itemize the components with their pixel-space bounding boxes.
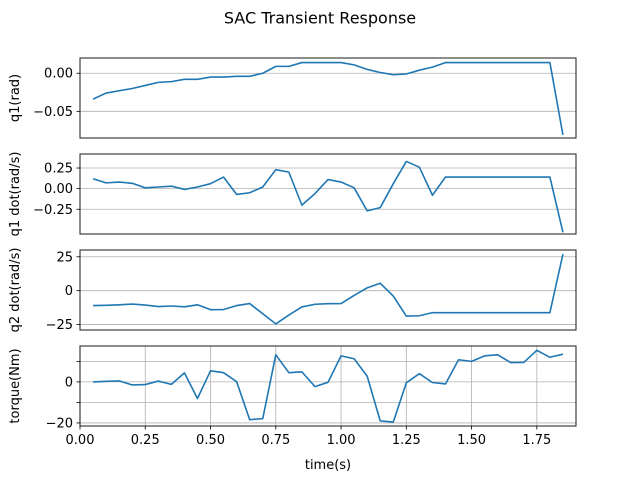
x-tick-label: 1.25 xyxy=(392,433,421,448)
y-tick-label: 0.00 xyxy=(44,67,73,82)
series-line-3 xyxy=(93,253,564,325)
y-tick-label: 0.25 xyxy=(44,162,73,177)
axes-frame xyxy=(79,57,577,139)
subplot-panels: 0.00 −0.05 q1(rad) 0.25 0.00 −0.25 q1 dot(rad/… xyxy=(8,57,577,448)
series-line-4 xyxy=(93,349,564,423)
subplot-2: 0.25 0.00 −0.25 q1 dot(rad/s) xyxy=(8,152,577,237)
y-tick-label: −20 xyxy=(46,416,73,431)
y-tick-label: 0 xyxy=(65,375,73,390)
y-tick-label: 0 xyxy=(65,284,73,299)
y-axis-label-1: q1(rad) xyxy=(8,74,23,122)
x-axis-label: time(s) xyxy=(305,458,351,473)
axes-frame xyxy=(79,153,577,235)
axes-frame xyxy=(79,249,577,331)
y-tick-label: −0.25 xyxy=(33,203,73,218)
x-tick-label: 0.25 xyxy=(131,433,160,448)
y-axis-label-4: torque(Nm) xyxy=(8,348,23,423)
series-line-2 xyxy=(92,160,564,233)
y-tick-label: 25 xyxy=(56,250,73,265)
subplot-4: 0 −20 0.00 0.25 0.50 0.75 1.00 1.25 1.50 1.75 torq… xyxy=(8,345,577,448)
subplot-3: 25 0 −25 q2 dot(rad/s) xyxy=(8,248,577,333)
axes-frame xyxy=(79,345,577,427)
y-tick-label: 0.00 xyxy=(44,182,73,197)
x-tick-label: 1.50 xyxy=(457,433,486,448)
y-axis-label-3: q2 dot(rad/s) xyxy=(8,248,23,333)
y-tick-label: −0.05 xyxy=(33,105,73,120)
x-tick-label: 1.75 xyxy=(522,433,551,448)
x-tick-label: 0.50 xyxy=(196,433,225,448)
y-tick-label: −25 xyxy=(46,318,73,333)
series-line-1 xyxy=(92,61,564,136)
subplot-1: 0.00 −0.05 q1(rad) xyxy=(8,57,577,139)
x-tick-label: 0.00 xyxy=(66,433,95,448)
chart-title: SAC Transient Response xyxy=(224,9,416,28)
y-axis-label-2: q1 dot(rad/s) xyxy=(8,152,23,237)
x-tick-label: 0.75 xyxy=(261,433,290,448)
x-tick-label: 1.00 xyxy=(327,433,356,448)
